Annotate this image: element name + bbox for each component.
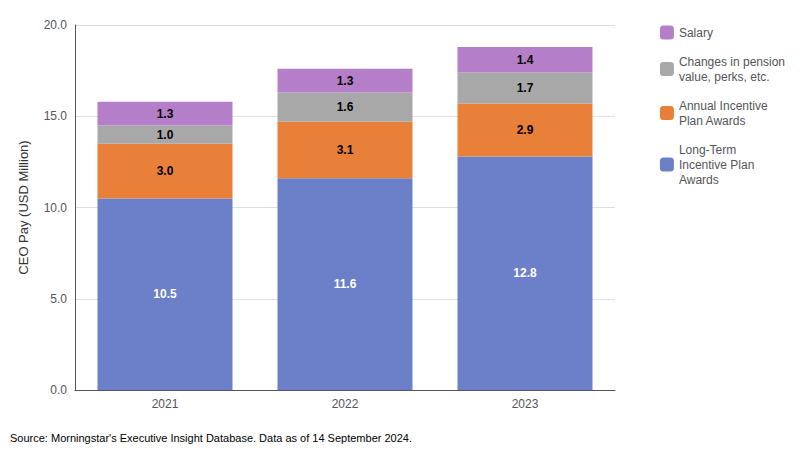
svg-text:Incentive Plan: Incentive Plan — [679, 158, 754, 172]
svg-text:1.4: 1.4 — [517, 53, 534, 67]
svg-text:1.3: 1.3 — [337, 74, 354, 88]
svg-text:3.0: 3.0 — [157, 164, 174, 178]
svg-text:2023: 2023 — [512, 397, 539, 411]
svg-text:CEO Pay (USD Million): CEO Pay (USD Million) — [16, 140, 31, 274]
svg-text:15.0: 15.0 — [44, 109, 68, 123]
svg-text:Salary: Salary — [679, 26, 713, 40]
svg-text:Plan Awards: Plan Awards — [679, 114, 746, 128]
svg-text:2021: 2021 — [152, 397, 179, 411]
svg-text:10.5: 10.5 — [153, 287, 177, 301]
svg-text:value, perks, etc.: value, perks, etc. — [679, 70, 770, 84]
svg-text:1.0: 1.0 — [157, 128, 174, 142]
svg-text:1.3: 1.3 — [157, 107, 174, 121]
svg-text:11.6: 11.6 — [334, 277, 357, 291]
svg-text:5.0: 5.0 — [50, 292, 67, 306]
svg-text:1.7: 1.7 — [517, 81, 534, 95]
svg-text:0.0: 0.0 — [50, 383, 67, 397]
svg-text:3.1: 3.1 — [337, 143, 354, 157]
svg-text:2.9: 2.9 — [517, 123, 534, 137]
svg-text:Changes in pension: Changes in pension — [679, 55, 785, 69]
svg-text:Long-Term: Long-Term — [679, 143, 736, 157]
svg-text:20.0: 20.0 — [44, 18, 68, 32]
svg-text:Source: Morningstar's Executiv: Source: Morningstar's Executive Insight … — [10, 432, 412, 444]
svg-text:2022: 2022 — [332, 397, 359, 411]
svg-text:Annual Incentive: Annual Incentive — [679, 99, 768, 113]
svg-text:10.0: 10.0 — [44, 201, 68, 215]
svg-text:1.6: 1.6 — [337, 100, 354, 114]
svg-text:Awards: Awards — [679, 173, 719, 187]
svg-text:12.8: 12.8 — [513, 266, 537, 280]
